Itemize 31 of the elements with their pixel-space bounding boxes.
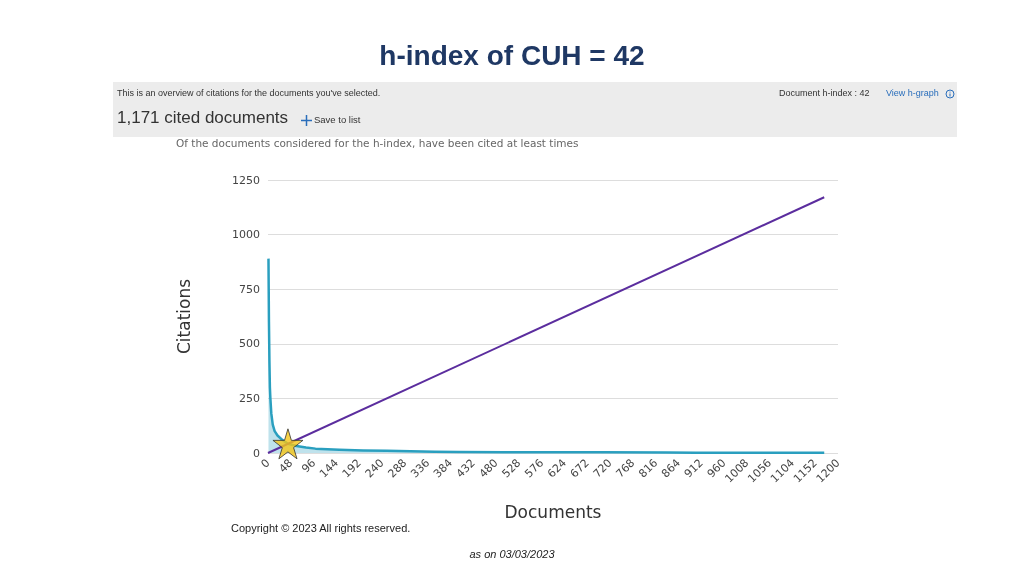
x-tick-label: 480 xyxy=(476,456,501,481)
text: This is an overview of citations for the documents you've selected. xyxy=(117,88,381,98)
chart-subtitle: Of the documents considered for the h-index, have been cited at least times xyxy=(176,137,579,149)
y-tick-label: 750 xyxy=(239,282,260,296)
x-tick-label: 864 xyxy=(658,456,683,481)
x-tick-label: 432 xyxy=(453,456,478,481)
x-tick-label: 816 xyxy=(636,456,661,481)
x-tick-label: 624 xyxy=(544,456,569,481)
x-tick-label: 48 xyxy=(276,456,296,476)
y-tick-label: 1250 xyxy=(232,173,260,187)
x-axis-title: Documents xyxy=(504,501,602,522)
x-tick-label: 192 xyxy=(339,456,364,481)
x-tick-label: 672 xyxy=(567,456,592,481)
y-axis-title: Citations xyxy=(173,278,194,355)
x-tick-label: 96 xyxy=(299,456,319,476)
y-tick-label: 500 xyxy=(239,337,260,351)
x-tick-label: 720 xyxy=(590,456,615,481)
text: 1,171 cited documents xyxy=(117,108,289,128)
x-tick-label: 0 xyxy=(258,456,273,471)
text: as on 03/03/2023 xyxy=(468,548,556,560)
y-tick-label: 1000 xyxy=(232,228,260,242)
x-tick-label: 912 xyxy=(681,456,706,481)
text: View h-graph xyxy=(886,88,939,98)
y-tick-label: 0 xyxy=(253,446,260,460)
y-tick-label: 250 xyxy=(239,391,260,405)
text: Copyright © 2023 All rights reserved. xyxy=(231,522,411,534)
text: Save to list xyxy=(314,114,361,125)
text: Document h-index : 42 xyxy=(779,88,870,98)
chart-title: h-index of CUH = 42 xyxy=(378,40,646,72)
x-tick-label: 768 xyxy=(613,456,638,481)
x-tick-label: 144 xyxy=(316,456,341,481)
